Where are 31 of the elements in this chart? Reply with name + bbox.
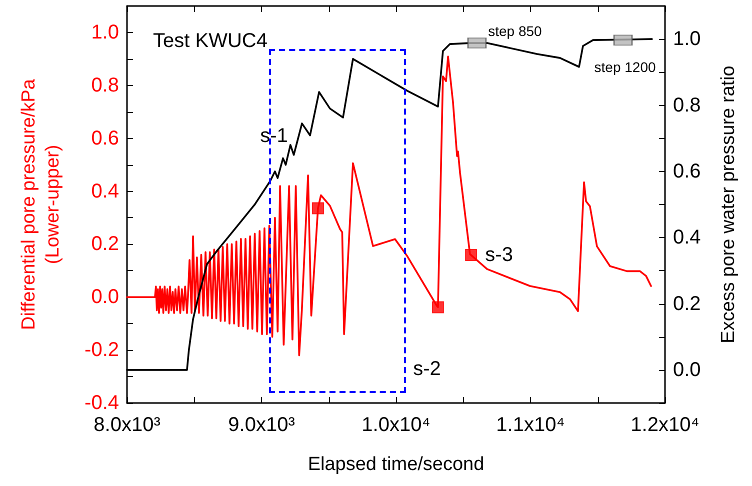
y-tick-label: 0.6: [91, 127, 119, 150]
annotation: s-1: [260, 125, 288, 148]
x-tick-label: 1.0x10⁴: [362, 414, 430, 436]
x-tick-label: 8.0x10³: [94, 414, 161, 436]
y-tick-label: 0.4: [91, 180, 119, 202]
text: Test KWUC4: [153, 30, 268, 52]
y-tick-label: 0.2: [91, 233, 119, 256]
y2-axis-title: Excess pore water pressure ratio: [718, 66, 739, 344]
y-axis-title: Differential pore pressure/kPa (Lower-upper): [18, 78, 64, 330]
y2-tick-label: 0.0: [673, 358, 701, 381]
y-tick-label: -0.2: [84, 339, 119, 362]
y-tick-label: 0.0: [91, 286, 119, 308]
annotation: step 850: [488, 23, 542, 40]
y2-tick-label: 0.2: [673, 292, 701, 315]
annotation: s-3: [485, 244, 513, 266]
y-tick-label: 1.0: [91, 21, 119, 44]
y2-tick-label: 0.6: [673, 160, 701, 182]
x-tick-label: 1.1x10⁴: [496, 414, 565, 436]
y2-tick-label: 0.4: [673, 226, 701, 249]
y2-tick-label: 0.8: [673, 94, 701, 116]
point: [465, 249, 478, 262]
point: [432, 301, 444, 314]
x-axis-title: Elapsed time/second: [308, 454, 484, 475]
y2-tick-label: 1.0: [673, 28, 701, 50]
y-tick-label: -0.4: [84, 392, 119, 414]
x-tick-label: 1.2x10⁴: [630, 414, 700, 436]
y-tick-label: 0.8: [91, 74, 119, 96]
x-tick-label: 9.0x10³: [228, 414, 296, 436]
point: [312, 202, 324, 214]
annotation: step 1200: [594, 59, 656, 76]
annotation: s-2: [413, 358, 441, 380]
